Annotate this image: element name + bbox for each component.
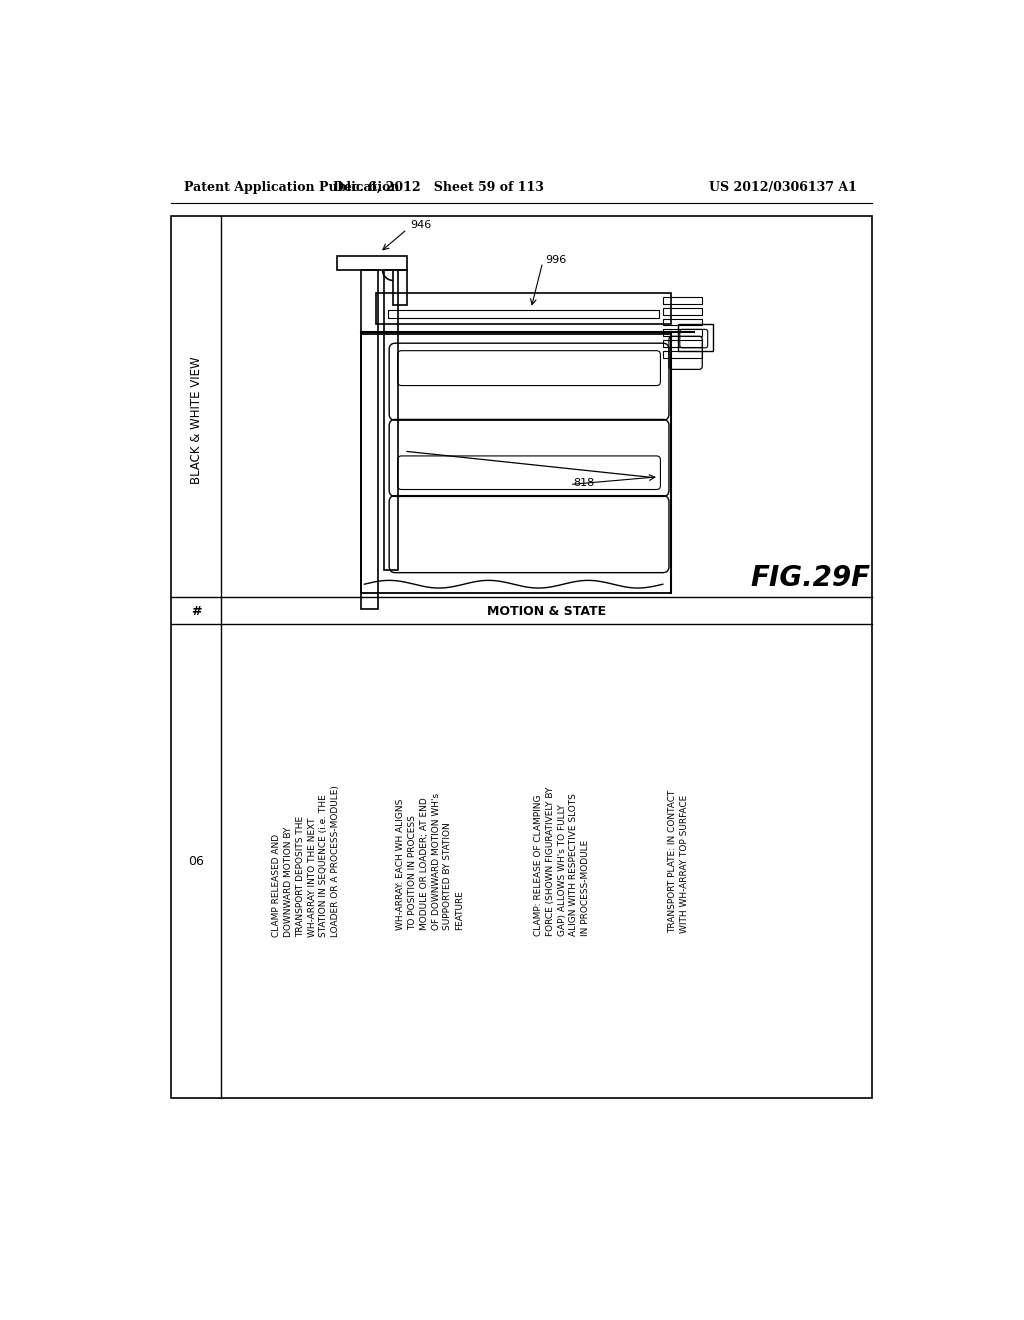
Text: CLAMP: RELEASE OF CLAMPING
FORCE (SHOWN FIGURATIVELY BY
GAP) ALLOWS WH's TO FULL: CLAMP: RELEASE OF CLAMPING FORCE (SHOWN …	[534, 787, 590, 936]
Bar	[337, 256, 407, 271]
Text: 06: 06	[188, 854, 204, 867]
Bar	[663, 351, 701, 358]
Text: Dec. 6, 2012   Sheet 59 of 113: Dec. 6, 2012 Sheet 59 of 113	[333, 181, 544, 194]
Text: Patent Application Publication: Patent Application Publication	[183, 181, 399, 194]
Text: #: #	[190, 605, 202, 618]
Text: 996: 996	[545, 255, 566, 265]
Bar	[171, 216, 872, 1098]
Bar	[663, 341, 701, 347]
Text: CLAMP RELEASED AND
DOWNWARD MOTION BY
TRANSPORT DEPOSITS THE
WH-ARRAY INTO THE N: CLAMP RELEASED AND DOWNWARD MOTION BY TR…	[272, 785, 340, 937]
Bar	[393, 271, 407, 305]
Text: 946: 946	[410, 220, 431, 231]
Text: TRANSPORT PLATE: IN CONTACT
WITH WH-ARRAY TOP SURFACE: TRANSPORT PLATE: IN CONTACT WITH WH-ARRA…	[668, 789, 689, 933]
Text: FIG.29F: FIG.29F	[750, 564, 870, 593]
Bar	[376, 293, 671, 323]
Bar	[663, 318, 701, 326]
Text: MOTION & STATE: MOTION & STATE	[487, 605, 606, 618]
Bar	[360, 271, 378, 609]
Bar	[678, 323, 713, 351]
Text: WH-ARRAY: EACH WH ALIGNS
TO POSITION IN PROCESS
MODULE OR LOADER; AT END
OF DOWN: WH-ARRAY: EACH WH ALIGNS TO POSITION IN …	[396, 792, 464, 929]
Text: BLACK & WHITE VIEW: BLACK & WHITE VIEW	[189, 356, 203, 484]
Bar	[663, 330, 701, 337]
Bar	[663, 297, 701, 304]
Bar	[384, 271, 397, 570]
Text: 818: 818	[572, 478, 594, 488]
Bar	[663, 308, 701, 314]
Bar	[360, 334, 671, 594]
Text: US 2012/0306137 A1: US 2012/0306137 A1	[710, 181, 857, 194]
Bar	[388, 310, 658, 318]
